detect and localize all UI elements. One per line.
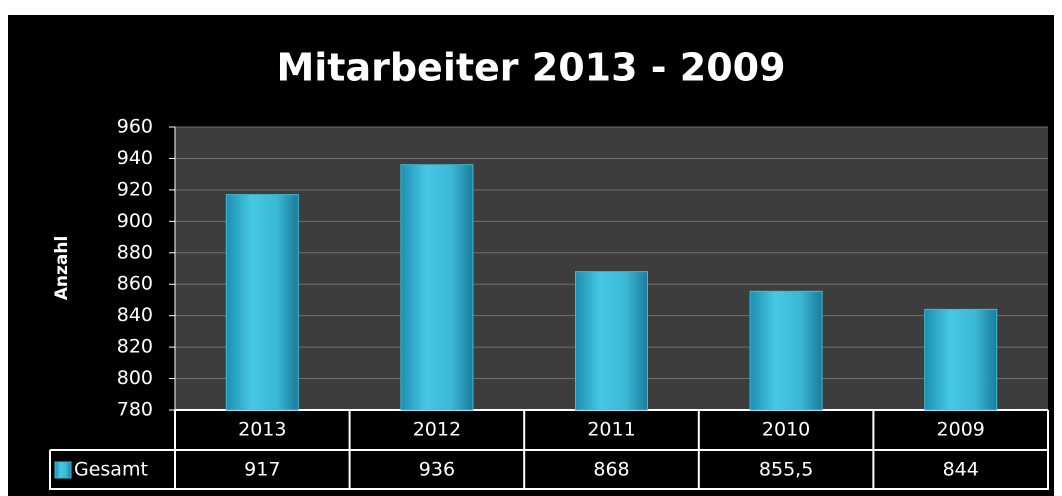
y-tick-label: 840 xyxy=(117,304,153,326)
x-tick-label: 2011 xyxy=(587,419,635,441)
data-table-value: 868 xyxy=(593,459,629,481)
legend-swatch xyxy=(54,461,72,479)
bar xyxy=(924,308,998,411)
y-tick-label: 880 xyxy=(117,241,153,263)
y-tick-label: 820 xyxy=(117,336,153,358)
x-tick-label: 2013 xyxy=(238,419,286,441)
y-tick-label: 860 xyxy=(117,273,153,295)
bar xyxy=(749,290,823,411)
x-tick-label: 2009 xyxy=(937,419,985,441)
x-tick-label: 2012 xyxy=(413,419,461,441)
y-tick-label: 780 xyxy=(117,399,153,421)
data-table-value: 855,5 xyxy=(759,459,813,481)
x-tick-label: 2010 xyxy=(762,419,810,441)
bar xyxy=(575,271,648,411)
data-table-value: 936 xyxy=(419,459,455,481)
y-tick-label: 940 xyxy=(117,147,153,169)
bar xyxy=(225,194,299,411)
chart-title: Mitarbeiter 2013 - 2009 xyxy=(276,46,785,90)
legend-label: Gesamt xyxy=(74,459,148,481)
y-axis-label: Anzahl xyxy=(52,236,72,301)
data-table-value: 844 xyxy=(943,459,979,481)
y-tick-label: 800 xyxy=(117,367,153,389)
y-tick-label: 960 xyxy=(117,116,153,138)
y-tick-label: 920 xyxy=(117,178,153,200)
data-table-value: 917 xyxy=(244,459,280,481)
bar xyxy=(400,164,474,411)
y-tick-label: 900 xyxy=(117,210,153,232)
